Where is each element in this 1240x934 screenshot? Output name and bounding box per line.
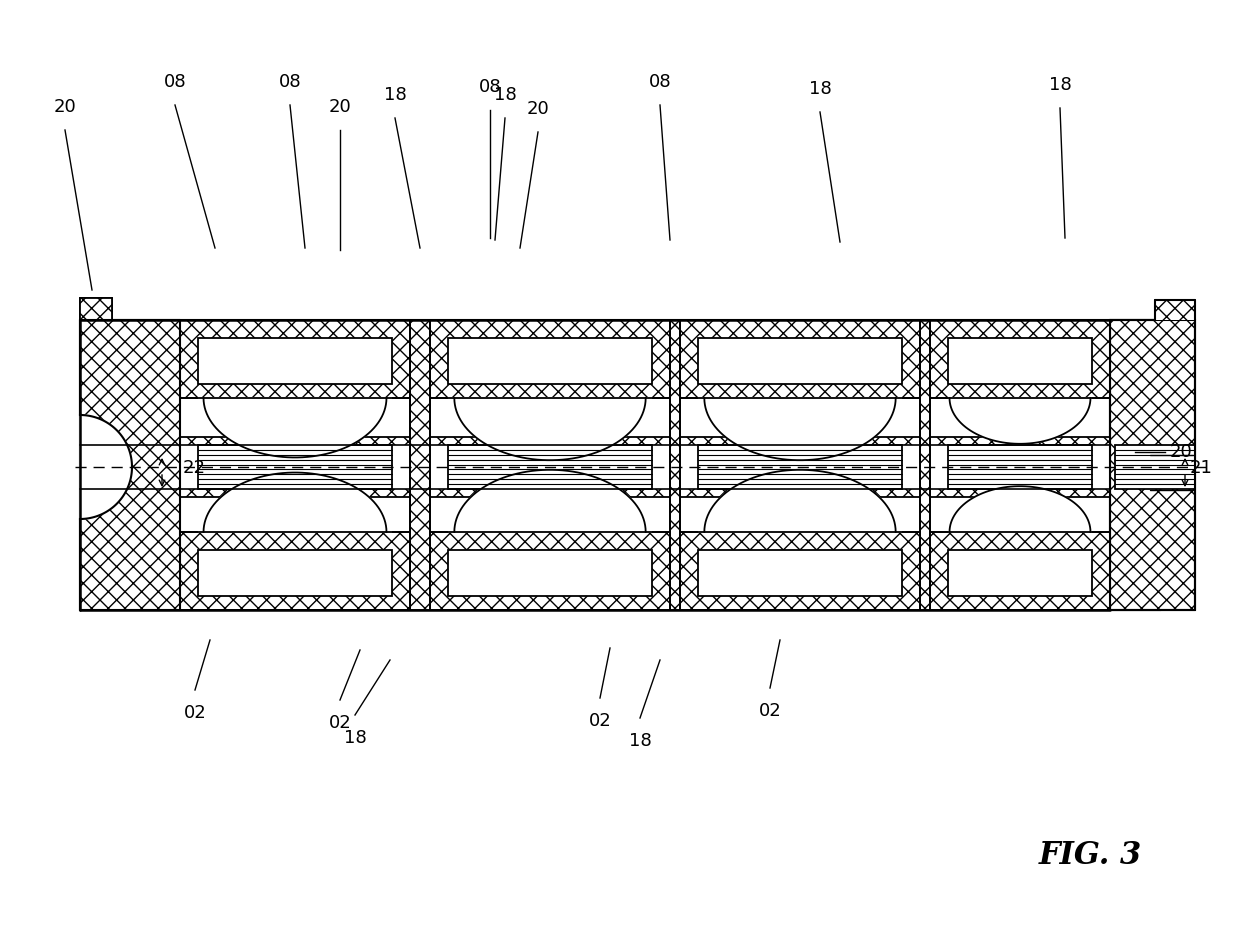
Polygon shape [698,470,901,532]
Bar [180,320,410,398]
Bar [81,298,112,320]
Bar [698,550,901,596]
Bar [680,320,920,610]
Bar [430,320,670,398]
Bar [430,437,670,497]
Bar [81,320,1159,610]
Text: 08: 08 [164,73,186,91]
Polygon shape [81,320,131,610]
Bar [698,445,901,489]
Bar [920,320,930,610]
Text: 18: 18 [1049,76,1071,94]
Bar [1115,445,1195,489]
Text: 18: 18 [629,732,651,750]
Bar [1110,320,1195,610]
Bar [430,320,670,610]
Bar [180,532,410,610]
Text: 08: 08 [279,73,301,91]
Bar [680,437,920,497]
Text: 22: 22 [184,459,206,477]
Bar [680,445,698,489]
Bar [81,320,180,610]
Bar [198,338,392,384]
Text: 08: 08 [649,73,671,91]
Bar [448,338,652,384]
Text: 08: 08 [479,78,501,96]
Polygon shape [198,473,392,532]
Bar [930,445,949,489]
Text: 18: 18 [383,86,407,104]
Bar [949,338,1092,384]
Bar [410,320,430,610]
Bar [930,320,1110,610]
Bar [81,320,180,610]
Bar [198,445,392,489]
Text: 02: 02 [759,702,781,720]
Text: 02: 02 [589,712,611,730]
Bar [680,320,920,398]
Bar [1154,300,1195,320]
Polygon shape [949,398,1092,444]
Bar [1154,300,1195,320]
Bar [698,338,901,384]
Bar [198,550,392,596]
Polygon shape [448,398,652,460]
Bar [949,550,1092,596]
Bar [680,532,920,610]
Bar [430,445,448,489]
Polygon shape [698,398,901,460]
Bar [448,550,652,596]
Text: 02: 02 [184,704,206,722]
Bar [448,445,652,489]
Text: 21: 21 [1190,459,1213,477]
Polygon shape [949,487,1092,532]
Bar [901,445,920,489]
Text: FIG. 3: FIG. 3 [1038,840,1142,870]
Polygon shape [198,398,392,458]
Bar [392,445,410,489]
Bar [930,320,1110,398]
Bar [430,532,670,610]
Text: 18: 18 [343,729,366,747]
Bar [949,445,1092,489]
Text: 20: 20 [53,98,77,116]
Bar [930,532,1110,610]
Bar [180,437,410,497]
Text: 20: 20 [1171,443,1193,461]
Text: 20: 20 [329,98,351,116]
Polygon shape [448,470,652,532]
Text: 20: 20 [527,100,549,118]
Bar [180,320,410,610]
Bar [670,320,680,610]
Bar [1092,445,1110,489]
Bar [652,445,670,489]
Bar [180,445,198,489]
Bar [81,298,112,320]
Text: 18: 18 [494,86,516,104]
Text: 02: 02 [329,714,351,732]
Bar [930,437,1110,497]
Text: 18: 18 [808,80,831,98]
